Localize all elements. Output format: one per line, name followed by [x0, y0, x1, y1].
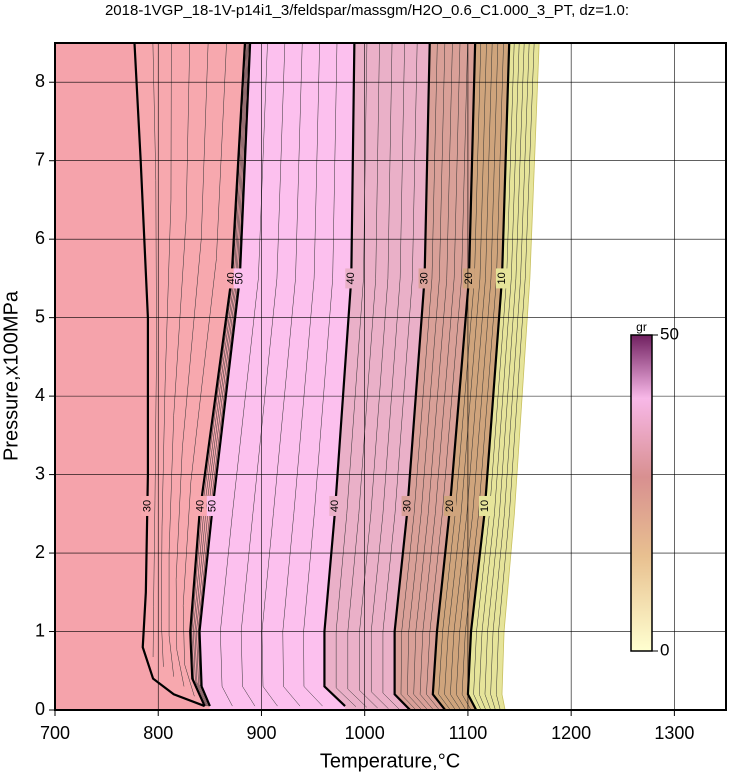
contour-label-bg [329, 495, 342, 516]
contour-label-bg [141, 495, 154, 516]
contour-label-bg [418, 268, 431, 289]
colorbar-tick-label: 0 [660, 640, 669, 659]
contour-label: 30 [418, 272, 430, 284]
contour-label-bg [401, 495, 414, 516]
contour-label-bg [194, 495, 207, 516]
contour-label: 30 [402, 500, 414, 512]
colorbar-tick-label: 50 [660, 324, 679, 343]
y-tick-label: 1 [35, 620, 45, 640]
x-tick-label: 1200 [551, 723, 591, 743]
x-tick-label: 800 [143, 723, 173, 743]
chart-title: 2018-1VGP_18-1V-p14i1_3/feldspar/massgm/… [105, 2, 629, 19]
y-axis-label: Pressure,x100MPa [0, 290, 22, 461]
y-tick-label: 2 [35, 542, 45, 562]
y-tick-label: 4 [35, 385, 45, 405]
y-tick-label: 5 [35, 306, 45, 326]
contour-label-bg [206, 495, 219, 516]
minor-contour [168, 43, 190, 677]
minor-contour [152, 43, 157, 658]
x-tick-label: 900 [246, 723, 276, 743]
plot-frame [54, 42, 727, 711]
fill-region [394, 43, 476, 710]
x-axis-label: Temperature,°C [320, 750, 460, 772]
contour-label: 10 [479, 500, 491, 512]
fill-region [55, 43, 205, 710]
contour-label-bg [233, 268, 246, 289]
contour-label-bg [345, 268, 358, 289]
contour-label: 50 [207, 500, 219, 512]
contour-line [133, 43, 206, 708]
contour-label: 10 [496, 272, 508, 284]
x-tick-label: 1300 [654, 723, 694, 743]
fill-region [190, 43, 251, 710]
contour-label: 20 [444, 500, 456, 512]
axes: 700 800 900 1000 1100 1200 1300 0 1 2 3 4 5 6 7 8 gr 0 50 [35, 42, 727, 743]
contour-label: 40 [194, 500, 206, 512]
y-tick-label: 0 [35, 699, 45, 719]
x-tick-label: 700 [40, 723, 70, 743]
y-tick-label: 6 [35, 228, 45, 248]
contour-label-bg [443, 495, 456, 516]
contour-label-bg [479, 495, 492, 516]
contour-label: 40 [329, 500, 341, 512]
minor-contour [161, 43, 172, 667]
x-tick-label: 1000 [345, 723, 385, 743]
contour-label-bg [495, 268, 508, 289]
colorbar [630, 334, 653, 652]
y-tick-label: 3 [35, 463, 45, 483]
contour-label: 20 [463, 272, 475, 284]
x-tick-label: 1100 [449, 723, 488, 743]
minor-contour [182, 43, 227, 697]
contour-label-bg [462, 268, 475, 289]
y-tick-label: 8 [35, 71, 45, 91]
contour-label: 50 [234, 272, 246, 284]
fill-region [467, 43, 540, 710]
colorbar-label: gr [636, 320, 647, 334]
contour-label: 30 [141, 500, 153, 512]
contour-label: 40 [345, 272, 357, 284]
y-tick-label: 7 [35, 149, 45, 169]
minor-contour [175, 43, 209, 687]
